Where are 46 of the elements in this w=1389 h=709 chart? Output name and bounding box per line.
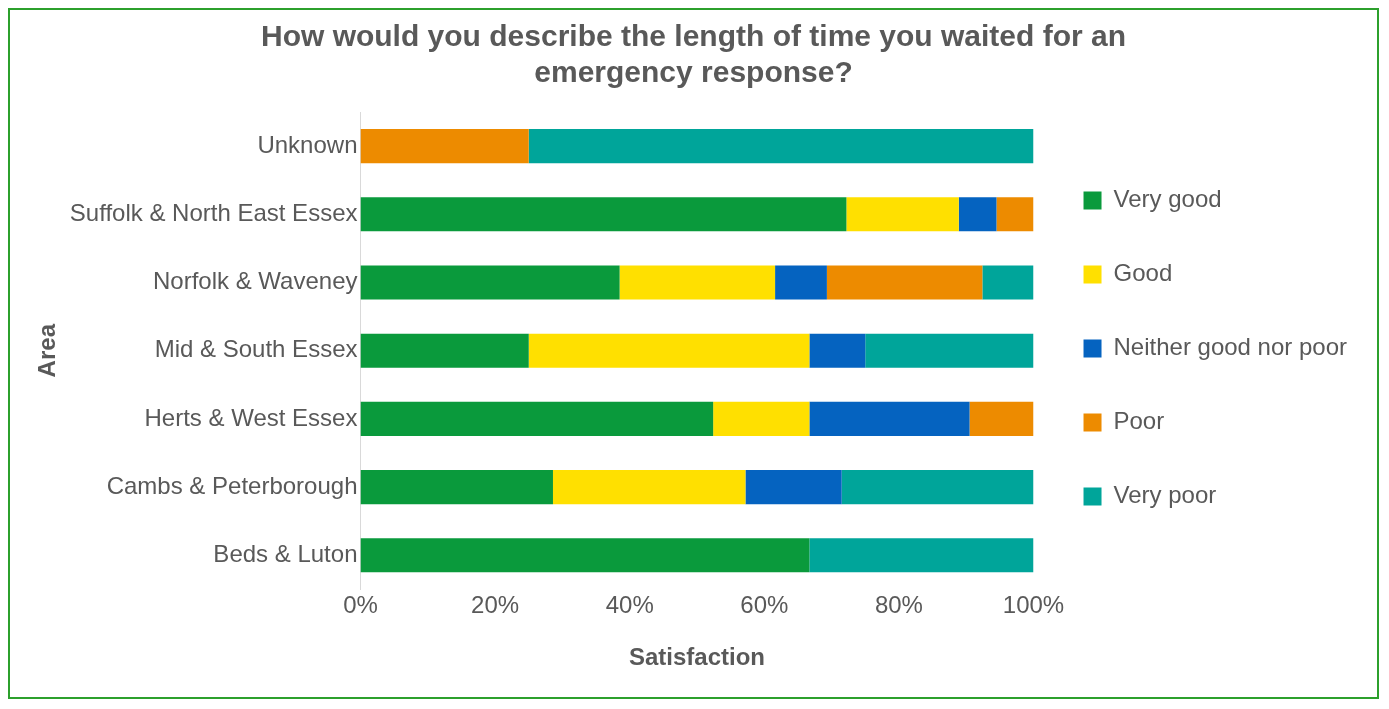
bar <box>360 401 714 436</box>
bar <box>865 333 1034 368</box>
legend-label: Good <box>1113 259 1173 287</box>
bar <box>809 333 866 368</box>
bar <box>360 470 553 505</box>
bar <box>528 129 1034 164</box>
y-tick-label: Mid & South Essex <box>154 335 358 363</box>
x-tick-label: 80% <box>874 591 923 619</box>
x-tick-label: 100% <box>1002 591 1065 619</box>
bar <box>775 265 827 300</box>
bar <box>841 470 1034 505</box>
x-tick-label: 0% <box>343 591 378 619</box>
bar <box>360 265 620 300</box>
y-tick-label: Unknown <box>257 130 358 158</box>
y-tick-label: Cambs & Peterborough <box>106 471 358 499</box>
y-axis-title: Area <box>33 323 61 378</box>
bar <box>745 470 842 505</box>
legend-label: Neither good nor poor <box>1113 333 1348 361</box>
bar <box>982 265 1034 300</box>
legend-label: Very poor <box>1113 481 1217 509</box>
bar <box>360 129 529 164</box>
bar <box>969 401 1034 436</box>
bar <box>958 197 997 232</box>
bar <box>809 538 1034 573</box>
bar <box>360 197 847 232</box>
bar <box>846 197 959 232</box>
bar <box>360 538 810 573</box>
bar <box>713 401 810 436</box>
y-tick-label: Beds & Luton <box>213 539 358 567</box>
x-tick-label: 60% <box>740 591 789 619</box>
y-tick-label: Herts & West Essex <box>144 403 358 431</box>
x-tick-label: 40% <box>605 591 654 619</box>
bar <box>528 333 810 368</box>
bar <box>552 470 746 505</box>
bar <box>996 197 1034 232</box>
bar <box>809 401 970 436</box>
bar <box>619 265 776 300</box>
y-tick-label: Suffolk & North East Essex <box>69 198 358 226</box>
y-tick-label: Norfolk & Waveney <box>152 267 358 295</box>
legend-label: Poor <box>1113 407 1165 435</box>
bar <box>360 333 529 368</box>
legend-label: Very good <box>1113 185 1222 213</box>
bar <box>826 265 983 300</box>
x-tick-label: 20% <box>471 591 520 619</box>
chart-title: How would you describe the length of time you waited for an emergency response? <box>260 19 1127 89</box>
x-axis-title: Satisfaction <box>628 643 766 671</box>
